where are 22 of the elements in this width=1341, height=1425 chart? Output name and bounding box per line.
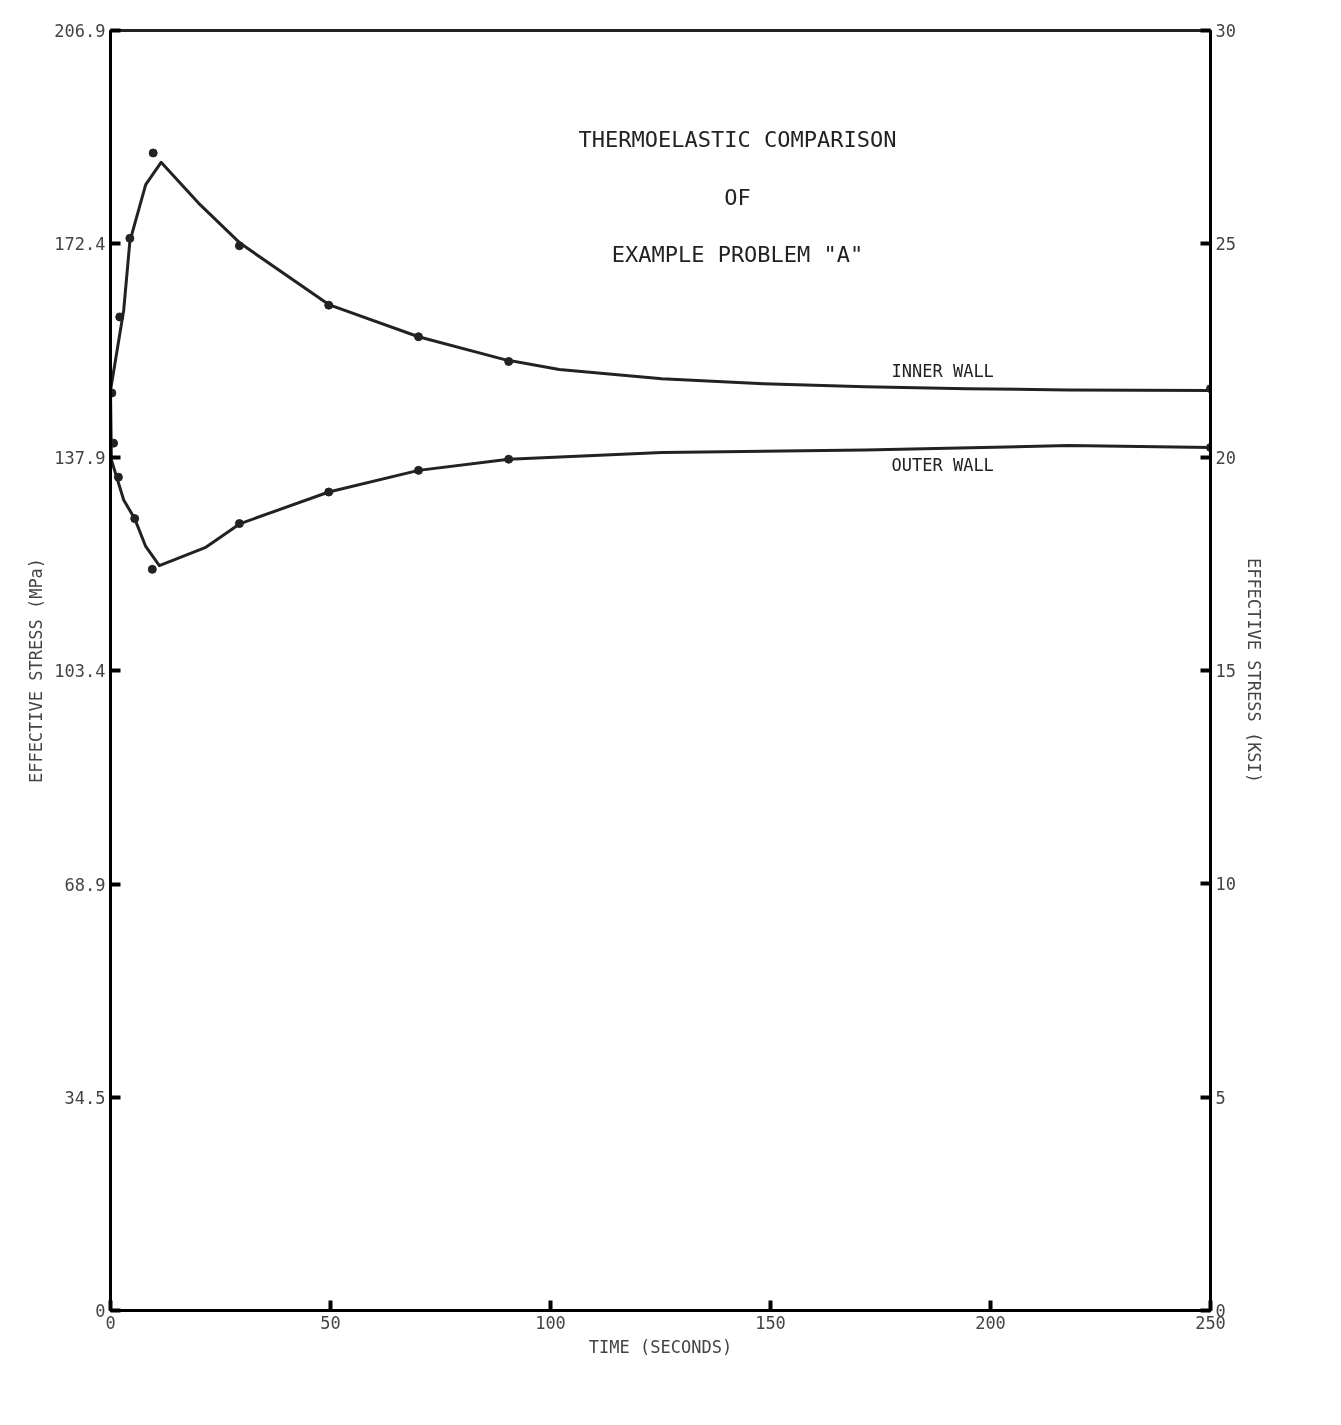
x-tick-label: 100 [535, 1312, 566, 1333]
y2-tick-label: 15 [1215, 661, 1236, 681]
y-axis-title: EFFECTIVE STRESS (MPa) [26, 557, 47, 784]
annotation: INNER WALL [891, 360, 994, 381]
y2-tick-label: 20 [1215, 447, 1236, 468]
x-tick-label: 150 [755, 1312, 786, 1333]
y-tick-label: 34.5 [64, 1087, 106, 1108]
x-tick-label: 200 [975, 1312, 1006, 1333]
y-tick-label: 206.9 [54, 21, 106, 41]
y2-tick-label: 10 [1215, 874, 1236, 895]
y-tick-label: 137.9 [54, 447, 106, 468]
y2-tick-label: 5 [1215, 1087, 1226, 1108]
y2-tick-label: 25 [1215, 234, 1236, 255]
y2-tick-label: 30 [1215, 21, 1236, 41]
x-axis-title: TIME (SECONDS) [588, 1336, 733, 1357]
annotation: OUTER WALL [891, 455, 994, 476]
y2-axis-title: EFFECTIVE STRESS (KSI) [1243, 557, 1264, 784]
y-tick-label: 172.4 [54, 234, 106, 255]
chart-title: THERMOELASTIC COMPARISON OF EXAMPLE PROBLEM "A" [578, 127, 897, 268]
x-tick-label: 50 [320, 1312, 341, 1333]
y-tick-label: 68.9 [64, 874, 106, 895]
y-tick-label: 103.4 [54, 661, 106, 682]
